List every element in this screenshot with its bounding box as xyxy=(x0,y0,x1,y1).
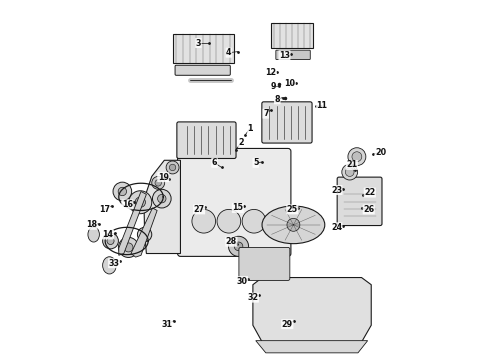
Circle shape xyxy=(348,148,366,166)
Circle shape xyxy=(129,191,152,214)
Polygon shape xyxy=(256,341,368,353)
Circle shape xyxy=(228,236,248,256)
Circle shape xyxy=(135,197,146,207)
FancyBboxPatch shape xyxy=(239,247,290,280)
Circle shape xyxy=(192,210,216,233)
Text: 21: 21 xyxy=(346,161,357,170)
Text: 22: 22 xyxy=(364,188,375,197)
FancyBboxPatch shape xyxy=(175,65,230,75)
Text: 16: 16 xyxy=(122,200,133,209)
Text: 7: 7 xyxy=(263,109,269,118)
Circle shape xyxy=(217,210,241,233)
Circle shape xyxy=(137,227,152,242)
Text: 28: 28 xyxy=(226,237,237,246)
Text: 18: 18 xyxy=(86,220,97,229)
Text: 6: 6 xyxy=(212,158,217,167)
FancyBboxPatch shape xyxy=(177,122,236,158)
Text: 23: 23 xyxy=(331,185,342,194)
Circle shape xyxy=(141,231,148,238)
Text: 9: 9 xyxy=(270,82,276,91)
Text: 4: 4 xyxy=(226,48,232,57)
Circle shape xyxy=(107,237,114,244)
Polygon shape xyxy=(253,278,371,342)
Polygon shape xyxy=(131,208,157,257)
FancyBboxPatch shape xyxy=(177,148,291,256)
Circle shape xyxy=(352,152,362,162)
Text: 13: 13 xyxy=(279,51,290,60)
Text: 3: 3 xyxy=(196,39,201,48)
Text: 15: 15 xyxy=(232,203,244,212)
Text: 2: 2 xyxy=(239,138,244,147)
Circle shape xyxy=(345,168,354,176)
Circle shape xyxy=(152,189,171,208)
Ellipse shape xyxy=(102,257,116,274)
Text: 29: 29 xyxy=(282,320,293,329)
Text: 33: 33 xyxy=(109,259,120,268)
Text: 32: 32 xyxy=(247,293,258,302)
Circle shape xyxy=(124,243,133,252)
Circle shape xyxy=(102,233,119,249)
Text: 14: 14 xyxy=(102,230,114,239)
Circle shape xyxy=(342,164,358,180)
Circle shape xyxy=(242,210,266,233)
Text: 12: 12 xyxy=(265,68,276,77)
Text: 27: 27 xyxy=(194,205,205,214)
Text: 20: 20 xyxy=(375,148,386,157)
Polygon shape xyxy=(119,192,147,255)
Ellipse shape xyxy=(88,227,99,242)
Text: 30: 30 xyxy=(237,276,247,285)
FancyBboxPatch shape xyxy=(276,50,310,59)
Circle shape xyxy=(113,182,132,201)
Text: 8: 8 xyxy=(274,95,280,104)
Text: 1: 1 xyxy=(247,123,253,132)
Circle shape xyxy=(287,219,300,231)
Circle shape xyxy=(152,176,165,189)
Polygon shape xyxy=(271,23,313,48)
Circle shape xyxy=(170,164,176,171)
Circle shape xyxy=(158,194,166,203)
Polygon shape xyxy=(172,34,234,63)
Ellipse shape xyxy=(262,206,325,244)
Text: 26: 26 xyxy=(363,205,374,214)
Text: 11: 11 xyxy=(317,101,328,110)
Circle shape xyxy=(118,187,126,196)
Text: 5: 5 xyxy=(253,158,259,167)
Text: 25: 25 xyxy=(287,205,298,214)
Circle shape xyxy=(119,237,139,257)
Circle shape xyxy=(155,180,161,186)
Polygon shape xyxy=(144,160,180,253)
FancyBboxPatch shape xyxy=(337,177,382,226)
FancyBboxPatch shape xyxy=(262,102,312,143)
Text: 10: 10 xyxy=(284,80,295,89)
Text: 17: 17 xyxy=(99,205,110,214)
Text: 19: 19 xyxy=(158,173,169,182)
Text: 31: 31 xyxy=(161,320,172,329)
Circle shape xyxy=(166,161,179,174)
Circle shape xyxy=(234,242,243,251)
Text: 24: 24 xyxy=(331,223,342,232)
